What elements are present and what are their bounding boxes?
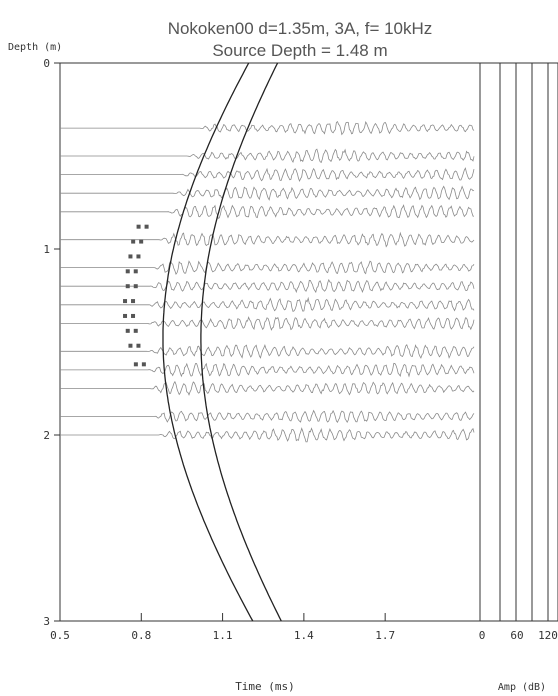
pick-point-b-4 <box>133 284 138 289</box>
pick-point-6 <box>123 313 128 318</box>
trace-13 <box>60 409 475 424</box>
y-tick-label-1: 1 <box>43 243 50 256</box>
pick-point-8 <box>128 343 133 348</box>
x-tick-label-1: 0.8 <box>131 629 151 642</box>
curve-0 <box>162 62 254 622</box>
x-tick-label-2: 1.1 <box>213 629 233 642</box>
pick-point-2 <box>128 254 133 259</box>
amplitude-panel <box>479 63 549 621</box>
y-tick-label-0: 0 <box>43 57 50 70</box>
x-tick-label-3: 1.4 <box>294 629 314 642</box>
trace-4 <box>60 204 475 220</box>
pick-point-b-0 <box>144 224 149 229</box>
amp-axis-ticks: 0 60 120 <box>479 629 558 642</box>
trace-10 <box>60 344 475 359</box>
trace-7 <box>60 278 475 294</box>
pick-point-4 <box>125 284 130 289</box>
y-tick-label-2: 2 <box>43 429 50 442</box>
pick-point-5 <box>123 299 128 304</box>
amp-tick-label-2: 120 <box>538 629 558 642</box>
trace-9 <box>60 316 475 331</box>
pick-point-b-9 <box>141 362 146 367</box>
pick-point-9 <box>133 362 138 367</box>
x-tick-label-0: 0.5 <box>50 629 70 642</box>
amp-tick-label-1: 60 <box>510 629 523 642</box>
waveform-traces <box>60 120 475 443</box>
first-break-picks <box>123 224 149 367</box>
x-axis-label: Time (ms) <box>235 680 295 693</box>
trace-11 <box>60 362 475 378</box>
x-tick-label-4: 1.7 <box>375 629 395 642</box>
pick-point-b-3 <box>133 269 138 274</box>
chart-title: Nokoken00 d=1.35m, 3A, f= 10kHz <box>168 19 433 38</box>
travel-time-curves <box>162 62 282 622</box>
y-tick-label-3: 3 <box>43 615 50 628</box>
pick-point-0 <box>136 224 141 229</box>
plot-frame <box>59 62 558 622</box>
trace-2 <box>60 167 475 183</box>
trace-6 <box>60 259 475 275</box>
trace-3 <box>60 185 475 201</box>
pick-point-3 <box>125 269 130 274</box>
pick-point-1 <box>131 239 136 244</box>
trace-0 <box>60 120 475 136</box>
amp-tick-label-0: 0 <box>479 629 486 642</box>
trace-12 <box>60 380 475 396</box>
pick-point-b-7 <box>133 328 138 333</box>
trace-5 <box>60 231 475 248</box>
pick-point-b-5 <box>131 299 136 304</box>
y-axis-label: Depth (m) <box>8 42 62 53</box>
trace-1 <box>60 148 475 164</box>
amp-axis-label: Amp (dB) <box>498 682 546 693</box>
curve-1 <box>200 62 282 622</box>
pick-point-7 <box>125 328 130 333</box>
trace-14 <box>60 427 475 443</box>
y-axis-ticks: 0 1 2 3 <box>43 57 60 628</box>
chart-subtitle: Source Depth = 1.48 m <box>212 41 387 60</box>
pick-point-b-8 <box>136 343 141 348</box>
pick-point-b-6 <box>131 313 136 318</box>
pick-point-b-2 <box>136 254 141 259</box>
pick-point-b-1 <box>139 239 144 244</box>
trace-8 <box>60 296 475 312</box>
x-axis-ticks: 0.5 0.8 1.1 1.4 1.7 <box>50 613 395 642</box>
